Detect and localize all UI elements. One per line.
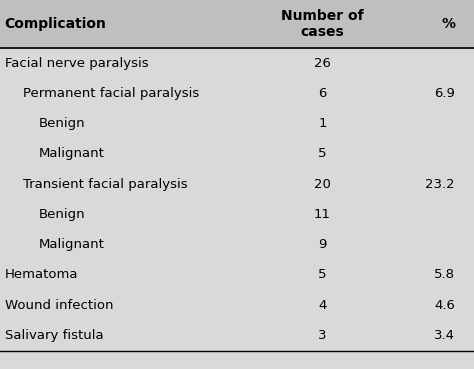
Text: 9: 9 — [318, 238, 327, 251]
Text: Permanent facial paralysis: Permanent facial paralysis — [23, 87, 199, 100]
Text: Transient facial paralysis: Transient facial paralysis — [23, 177, 187, 191]
Text: Malignant: Malignant — [39, 238, 105, 251]
Text: 3: 3 — [318, 329, 327, 342]
Text: %: % — [441, 17, 455, 31]
Text: Number of
cases: Number of cases — [281, 9, 364, 39]
Text: 5: 5 — [318, 147, 327, 161]
Text: 1: 1 — [318, 117, 327, 130]
Text: Complication: Complication — [5, 17, 107, 31]
Text: 26: 26 — [314, 56, 331, 70]
Bar — [0, 0, 474, 48]
Text: Benign: Benign — [39, 117, 85, 130]
Text: 6: 6 — [318, 87, 327, 100]
Text: Hematoma: Hematoma — [5, 268, 78, 282]
Text: 23.2: 23.2 — [425, 177, 455, 191]
Text: 20: 20 — [314, 177, 331, 191]
Text: 6.9: 6.9 — [434, 87, 455, 100]
Text: 5: 5 — [318, 268, 327, 282]
Text: 3.4: 3.4 — [434, 329, 455, 342]
Text: 4.6: 4.6 — [434, 299, 455, 312]
Text: Malignant: Malignant — [39, 147, 105, 161]
Text: 4: 4 — [318, 299, 327, 312]
Text: 11: 11 — [314, 208, 331, 221]
Text: Benign: Benign — [39, 208, 85, 221]
Text: Wound infection: Wound infection — [5, 299, 113, 312]
Text: Facial nerve paralysis: Facial nerve paralysis — [5, 56, 148, 70]
Text: 5.8: 5.8 — [434, 268, 455, 282]
Text: Salivary fistula: Salivary fistula — [5, 329, 103, 342]
